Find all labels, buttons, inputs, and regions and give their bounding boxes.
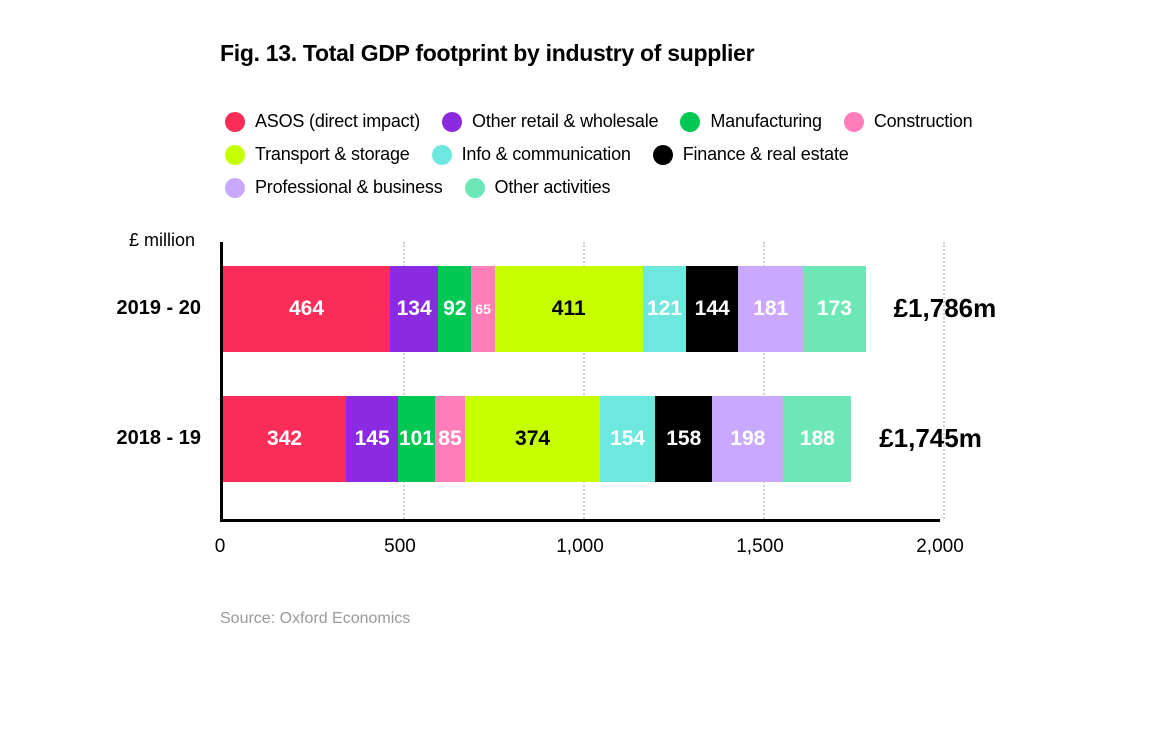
chart-area: £ million 2019 - 20464134926541112114418…: [115, 242, 1115, 576]
category-label: 2018 - 19: [116, 427, 201, 450]
x-tick-label: 500: [384, 536, 416, 558]
bar-segment-retail: 145: [346, 396, 398, 482]
bar-total-label: £1,745m: [879, 423, 982, 454]
legend-item-info: Info & communication: [432, 144, 631, 165]
bar-segment-manufacturing: 101: [398, 396, 434, 482]
legend-label: Construction: [874, 111, 973, 132]
legend-swatch-asos: [225, 112, 245, 132]
legend-swatch-manufacturing: [680, 112, 700, 132]
bar-row: 2018 - 1934214510185374154158198188£1,74…: [223, 396, 851, 482]
legend-item-asos: ASOS (direct impact): [225, 111, 420, 132]
bar-segment-construction: 65: [471, 266, 494, 352]
x-tick-label: 1,000: [556, 536, 604, 558]
legend-swatch-transport: [225, 145, 245, 165]
x-axis-ticks: 05001,0001,5002,000: [220, 536, 940, 576]
x-tick-label: 0: [215, 536, 226, 558]
gridline: [943, 242, 945, 519]
bar-total-label: £1,786m: [894, 293, 997, 324]
bar-segment-asos: 342: [223, 396, 346, 482]
x-tick-label: 2,000: [916, 536, 964, 558]
legend-item-finance: Finance & real estate: [653, 144, 849, 165]
bar-segment-info: 154: [600, 396, 655, 482]
bar-segment-other: 173: [803, 266, 865, 352]
bar-segment-professional: 198: [712, 396, 783, 482]
legend-label: Info & communication: [462, 144, 631, 165]
chart-figure: Fig. 13. Total GDP footprint by industry…: [0, 0, 1164, 753]
legend-label: Finance & real estate: [683, 144, 849, 165]
bar-row: 2019 - 204641349265411121144181173£1,786…: [223, 266, 866, 352]
bar-segment-professional: 181: [738, 266, 803, 352]
legend-item-retail: Other retail & wholesale: [442, 111, 658, 132]
legend-item-transport: Transport & storage: [225, 144, 410, 165]
legend-item-construction: Construction: [844, 111, 973, 132]
bar-segment-transport: 411: [495, 266, 643, 352]
category-label: 2019 - 20: [116, 297, 201, 320]
bar-segment-finance: 158: [655, 396, 712, 482]
legend-swatch-retail: [442, 112, 462, 132]
legend-swatch-construction: [844, 112, 864, 132]
legend-swatch-other: [465, 178, 485, 198]
x-tick-label: 1,500: [736, 536, 784, 558]
legend-row: Transport & storage Info & communication F…: [225, 144, 1055, 165]
legend-swatch-info: [432, 145, 452, 165]
legend-row: Professional & business Other activities: [225, 177, 1055, 198]
legend-label: Manufacturing: [710, 111, 821, 132]
legend-row: ASOS (direct impact) Other retail & whole…: [225, 111, 1055, 132]
bar-segment-manufacturing: 92: [438, 266, 471, 352]
legend-item-professional: Professional & business: [225, 177, 443, 198]
legend-item-other: Other activities: [465, 177, 611, 198]
source-attribution: Source: Oxford Economics: [220, 610, 1164, 628]
y-axis-unit-label: £ million: [129, 230, 195, 251]
legend-label: Transport & storage: [255, 144, 410, 165]
legend: ASOS (direct impact) Other retail & whole…: [225, 111, 1055, 198]
legend-item-manufacturing: Manufacturing: [680, 111, 821, 132]
chart-title: Fig. 13. Total GDP footprint by industry…: [220, 40, 1164, 67]
bar-segment-retail: 134: [390, 266, 438, 352]
bar-segment-construction: 85: [435, 396, 466, 482]
legend-swatch-professional: [225, 178, 245, 198]
plot-area: 2019 - 204641349265411121144181173£1,786…: [220, 242, 940, 522]
legend-label: ASOS (direct impact): [255, 111, 420, 132]
legend-label: Other retail & wholesale: [472, 111, 658, 132]
bar-segment-transport: 374: [465, 396, 600, 482]
legend-label: Other activities: [495, 177, 611, 198]
bar-segment-other: 188: [783, 396, 851, 482]
legend-swatch-finance: [653, 145, 673, 165]
bar-segment-info: 121: [643, 266, 687, 352]
bar-segment-asos: 464: [223, 266, 390, 352]
legend-label: Professional & business: [255, 177, 443, 198]
bar-segment-finance: 144: [686, 266, 738, 352]
